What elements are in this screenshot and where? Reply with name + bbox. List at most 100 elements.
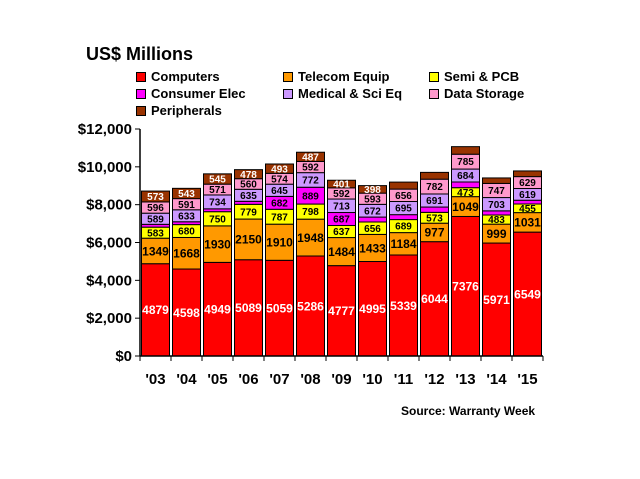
segment-label: 1930 (204, 237, 231, 251)
x-tick-label: '09 (331, 371, 351, 388)
segment-label: 656 (364, 224, 381, 235)
bar-segment-computers-9 (420, 241, 449, 357)
legend-item: Peripherals (136, 103, 222, 118)
bar-segment-peripherals-9 (420, 171, 449, 180)
segment-label: 573 (147, 192, 164, 203)
segment-label: 779 (240, 207, 257, 218)
y-tick-label: $6,000 (86, 235, 132, 252)
segment-label: 787 (271, 212, 288, 223)
legend-label: Consumer Elec (151, 86, 246, 101)
x-tick-label: '05 (207, 371, 227, 388)
bar-segment-computers-11 (482, 242, 511, 357)
segment-label: 543 (178, 189, 195, 200)
segment-label: 589 (147, 214, 164, 225)
legend-label: Computers (151, 69, 220, 84)
x-tick-label: '06 (238, 371, 258, 388)
segment-label: 1349 (142, 244, 169, 258)
x-tick-label: '04 (176, 371, 197, 388)
x-tick-label: '07 (269, 371, 289, 388)
segment-label: 2150 (235, 233, 262, 247)
segment-label: 999 (486, 227, 506, 241)
x-tick-label: '11 (394, 371, 413, 388)
legend-item: Semi & PCB (429, 69, 519, 84)
bar-segment-peripherals-10 (451, 146, 480, 155)
segment-label: 4879 (142, 303, 169, 317)
bar-segment-telecom-equip-7 (358, 233, 387, 263)
bar-segment-consumer-elec-8 (389, 214, 418, 221)
segment-label: 1031 (514, 216, 541, 230)
legend-swatch (283, 71, 293, 82)
x-tick-label: '03 (145, 371, 165, 388)
segment-label: 473 (457, 188, 474, 199)
segment-label: 5339 (390, 299, 417, 313)
segment-label: 629 (519, 178, 536, 189)
legend-swatch (283, 88, 293, 99)
segment-label: 977 (424, 226, 444, 240)
legend-label: Medical & Sci Eq (298, 86, 403, 101)
bar-segment-computers-2 (203, 261, 232, 357)
y-tick-label: $2,000 (86, 310, 132, 327)
segment-label: 596 (147, 203, 164, 214)
bar-segment-computers-5 (296, 255, 325, 357)
legend-swatch (429, 71, 439, 82)
segment-label: 571 (209, 185, 226, 196)
axes-group: '03 '04 '05 '06 '07 '08 '09 '10 '11 '12 '13 '14 '15 $… (78, 121, 544, 388)
segment-label: 6549 (514, 287, 541, 301)
x-tick-label: '15 (517, 371, 537, 388)
y-tick-label: $4,000 (86, 272, 132, 289)
bar-segment-peripherals-11 (482, 177, 511, 184)
segment-label: 487 (302, 152, 319, 163)
segment-label: 591 (178, 200, 195, 211)
bar-segment-peripherals-8 (389, 181, 418, 190)
bar-segment-peripherals-1 (172, 187, 201, 200)
segment-label: 687 (333, 215, 350, 226)
bar-segment-peripherals-2 (203, 173, 232, 185)
segment-label: 695 (395, 204, 412, 215)
bar-segment-computers-6 (327, 265, 356, 357)
bar-segment-telecom-equip-0 (141, 237, 170, 265)
segment-label: 672 (364, 206, 381, 217)
legend-label: Telecom Equip (298, 69, 390, 84)
segment-label: 1433 (359, 241, 386, 255)
segment-label: 455 (519, 204, 536, 215)
segment-label: 483 (488, 215, 505, 226)
bar-segment-peripherals-7 (358, 185, 387, 194)
segment-label: 593 (364, 194, 381, 205)
segment-label: 645 (271, 186, 288, 197)
bar-segment-peripherals-4 (265, 163, 294, 174)
segment-label: 1668 (173, 247, 200, 261)
bar-segment-telecom-equip-6 (327, 237, 356, 267)
chart-title: US$ Millions (86, 44, 194, 64)
segment-label: 713 (333, 201, 350, 212)
bar-segment-computers-3 (234, 259, 263, 357)
segment-label: 545 (209, 175, 226, 186)
x-tick-label: '08 (300, 371, 320, 388)
bars-group (141, 146, 542, 357)
bar-segment-computers-1 (172, 268, 201, 357)
segment-label: 4777 (328, 304, 355, 318)
bar-segment-computers-0 (141, 263, 170, 357)
y-tick-label: $10,000 (78, 159, 132, 176)
segment-labels-group: 4879134958358959657345981668680633591543… (142, 152, 541, 319)
segment-label: 583 (147, 228, 164, 239)
bar-segment-peripherals-3 (234, 169, 263, 180)
segment-label: 703 (488, 200, 505, 211)
bar-segment-peripherals-12 (513, 170, 542, 178)
segment-label: 592 (333, 189, 350, 200)
segment-label: 5059 (266, 301, 293, 315)
segment-label: 656 (395, 191, 412, 202)
legend-item: Telecom Equip (283, 69, 390, 84)
segment-label: 635 (240, 191, 257, 202)
segment-label: 734 (209, 198, 226, 209)
bar-segment-computers-4 (265, 259, 294, 357)
x-tick-label: '10 (362, 371, 382, 388)
segment-label: 785 (457, 157, 474, 168)
y-tick-label: $8,000 (86, 197, 132, 214)
segment-label: 619 (519, 190, 536, 201)
segment-label: 1948 (297, 231, 324, 245)
segment-label: 682 (271, 198, 288, 209)
legend-item: Consumer Elec (136, 86, 246, 101)
bar-segment-peripherals-5 (296, 151, 325, 162)
legend-label: Semi & PCB (444, 69, 520, 84)
y-tick-label: $0 (115, 348, 132, 365)
